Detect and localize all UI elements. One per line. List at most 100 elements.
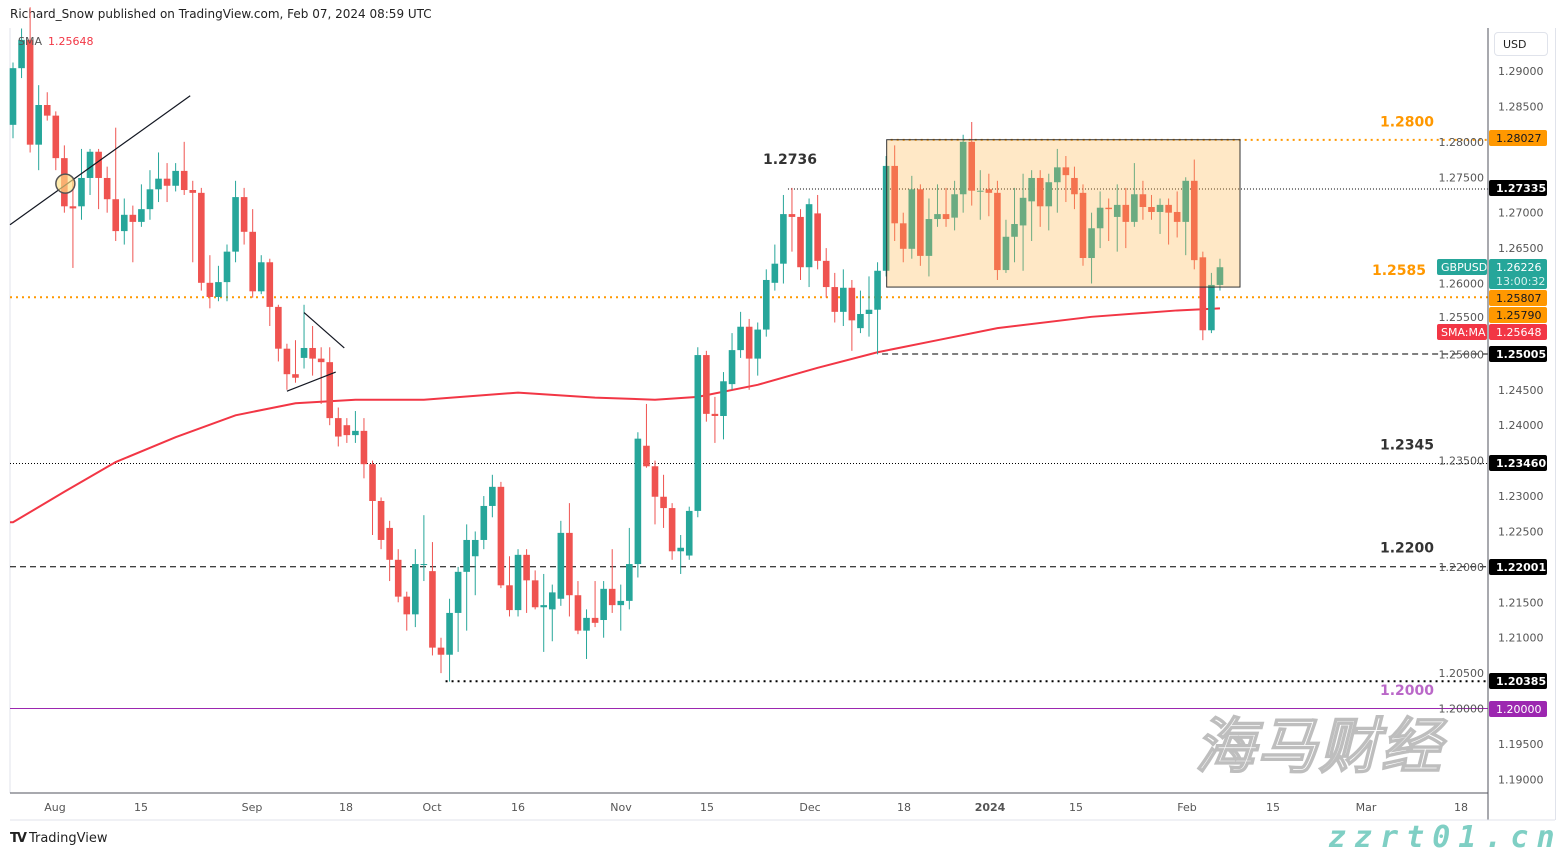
- candle[interactable]: [103, 166, 111, 213]
- candle[interactable]: [9, 62, 17, 139]
- candle[interactable]: [882, 156, 890, 277]
- level-annotation[interactable]: 1.2345: [1380, 437, 1434, 453]
- indicator-legend[interactable]: SMA 1.25648: [18, 35, 94, 48]
- candle[interactable]: [831, 272, 839, 323]
- candle[interactable]: [857, 290, 864, 334]
- candle[interactable]: [703, 350, 710, 422]
- candle[interactable]: [95, 148, 102, 210]
- candle[interactable]: [180, 141, 188, 195]
- candle[interactable]: [540, 573, 548, 652]
- candle[interactable]: [309, 326, 316, 376]
- candle[interactable]: [412, 549, 419, 628]
- candle[interactable]: [788, 187, 796, 252]
- candle[interactable]: [737, 311, 744, 358]
- candle[interactable]: [403, 591, 411, 631]
- candle[interactable]: [1036, 170, 1044, 227]
- candle[interactable]: [129, 205, 137, 263]
- candle[interactable]: [1011, 187, 1018, 263]
- candle[interactable]: [232, 180, 239, 263]
- candle[interactable]: [608, 549, 616, 613]
- currency-button[interactable]: USD: [1494, 32, 1548, 56]
- candle[interactable]: [223, 244, 231, 302]
- candle[interactable]: [694, 347, 702, 518]
- level-annotation[interactable]: 1.2736: [763, 152, 817, 168]
- candle[interactable]: [548, 584, 556, 642]
- candle[interactable]: [925, 198, 933, 277]
- candle[interactable]: [1182, 177, 1190, 256]
- candle[interactable]: [386, 520, 393, 582]
- candle[interactable]: [1079, 184, 1087, 266]
- candle[interactable]: [283, 343, 291, 390]
- sma-200-line[interactable]: [10, 307, 1221, 524]
- candle[interactable]: [1071, 166, 1078, 210]
- candle[interactable]: [1165, 198, 1172, 245]
- candle[interactable]: [951, 180, 958, 231]
- candle[interactable]: [1122, 187, 1130, 249]
- candle[interactable]: [771, 244, 779, 291]
- candle[interactable]: [942, 187, 950, 227]
- candle[interactable]: [292, 340, 299, 383]
- candle[interactable]: [848, 279, 856, 351]
- candle[interactable]: [805, 198, 813, 288]
- candle[interactable]: [138, 184, 145, 227]
- candle[interactable]: [317, 347, 325, 404]
- candle[interactable]: [26, 7, 34, 153]
- candle[interactable]: [899, 212, 907, 263]
- candle[interactable]: [155, 152, 162, 203]
- candle[interactable]: [643, 403, 650, 468]
- candle[interactable]: [1054, 148, 1061, 213]
- candle[interactable]: [514, 549, 522, 617]
- candle[interactable]: [865, 276, 873, 337]
- candle[interactable]: [1105, 198, 1112, 242]
- candle[interactable]: [120, 198, 128, 245]
- candle[interactable]: [797, 209, 804, 280]
- consolidation-range-box[interactable]: [886, 139, 1241, 288]
- candle[interactable]: [43, 92, 51, 121]
- candle[interactable]: [334, 407, 342, 447]
- candle[interactable]: [257, 255, 265, 295]
- candle[interactable]: [1156, 198, 1164, 234]
- candle[interactable]: [754, 322, 762, 376]
- candle[interactable]: [720, 372, 727, 440]
- candle[interactable]: [52, 111, 60, 171]
- candle[interactable]: [1199, 251, 1207, 341]
- candle[interactable]: [172, 163, 179, 192]
- candle[interactable]: [583, 609, 590, 659]
- candle[interactable]: [215, 265, 222, 302]
- candle[interactable]: [69, 177, 77, 268]
- candle[interactable]: [557, 520, 565, 606]
- candle[interactable]: [591, 581, 599, 628]
- candle[interactable]: [369, 460, 376, 536]
- candle[interactable]: [1173, 191, 1181, 238]
- pennant-line[interactable]: [303, 312, 345, 349]
- candle[interactable]: [617, 584, 625, 631]
- candle[interactable]: [651, 460, 659, 525]
- price-axis[interactable]: 1.29000 1.28500 1.28000 1.27500 1.27000 1.265…: [1439, 65, 1544, 786]
- candle[interactable]: [446, 598, 453, 682]
- candle[interactable]: [985, 173, 993, 217]
- candle[interactable]: [420, 515, 428, 582]
- candle[interactable]: [1139, 180, 1147, 220]
- candle[interactable]: [626, 527, 633, 610]
- candle[interactable]: [976, 170, 984, 220]
- level-annotation[interactable]: 1.2000: [1380, 683, 1434, 699]
- candle[interactable]: [480, 496, 488, 550]
- candle[interactable]: [1208, 272, 1215, 334]
- candle[interactable]: [1216, 258, 1224, 291]
- candle[interactable]: [1148, 194, 1155, 220]
- candle[interactable]: [1088, 212, 1095, 284]
- candle[interactable]: [275, 304, 282, 362]
- candle[interactable]: [1019, 173, 1027, 271]
- candle[interactable]: [78, 148, 85, 220]
- candle[interactable]: [968, 122, 976, 206]
- candle[interactable]: [959, 134, 967, 213]
- candle[interactable]: [471, 531, 479, 596]
- candle[interactable]: [994, 180, 1001, 280]
- candle[interactable]: [711, 396, 719, 443]
- candle[interactable]: [429, 542, 436, 656]
- candle[interactable]: [35, 85, 42, 171]
- candle[interactable]: [249, 209, 256, 298]
- candle[interactable]: [634, 432, 642, 578]
- candle[interactable]: [600, 581, 607, 638]
